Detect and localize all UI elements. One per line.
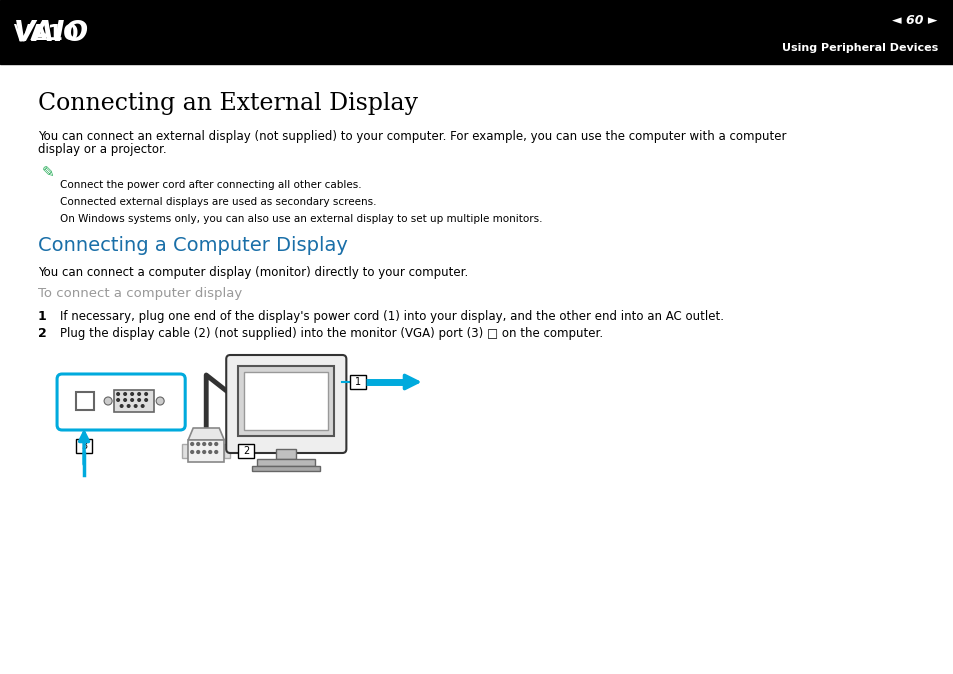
- Circle shape: [196, 443, 199, 446]
- Bar: [252, 466, 320, 471]
- Text: 2: 2: [38, 327, 47, 340]
- Text: Connecting a Computer Display: Connecting a Computer Display: [38, 236, 348, 255]
- Bar: [224, 444, 230, 458]
- Bar: [244, 372, 328, 430]
- Bar: [76, 439, 92, 453]
- Circle shape: [203, 451, 206, 454]
- Text: \/Δ10: \/Δ10: [14, 24, 78, 43]
- Bar: [257, 459, 315, 466]
- Bar: [238, 366, 334, 436]
- Circle shape: [124, 399, 127, 401]
- Circle shape: [209, 443, 212, 446]
- Circle shape: [191, 443, 193, 446]
- Bar: [238, 444, 254, 458]
- Circle shape: [214, 443, 217, 446]
- Circle shape: [137, 399, 140, 401]
- Circle shape: [196, 451, 199, 454]
- Circle shape: [137, 393, 140, 395]
- Text: VAIO: VAIO: [14, 20, 89, 47]
- FancyBboxPatch shape: [226, 355, 346, 453]
- Text: ◄ 60 ►: ◄ 60 ►: [892, 14, 937, 27]
- Circle shape: [120, 404, 123, 407]
- Circle shape: [116, 399, 119, 401]
- Text: Connect the power cord after connecting all other cables.: Connect the power cord after connecting …: [60, 180, 361, 190]
- Text: You can connect a computer display (monitor) directly to your computer.: You can connect a computer display (moni…: [38, 266, 468, 279]
- Bar: [350, 375, 366, 389]
- Text: 2: 2: [243, 446, 249, 456]
- Circle shape: [131, 399, 133, 401]
- Text: You can connect an external display (not supplied) to your computer. For example: You can connect an external display (not…: [38, 130, 785, 143]
- Bar: [276, 449, 296, 459]
- Text: Connected external displays are used as secondary screens.: Connected external displays are used as …: [60, 197, 376, 207]
- Circle shape: [203, 443, 206, 446]
- Circle shape: [209, 451, 212, 454]
- Bar: [182, 444, 188, 458]
- Circle shape: [134, 404, 137, 407]
- Circle shape: [145, 399, 148, 401]
- Text: Connecting an External Display: Connecting an External Display: [38, 92, 417, 115]
- Circle shape: [214, 451, 217, 454]
- Circle shape: [156, 397, 164, 405]
- Text: display or a projector.: display or a projector.: [38, 143, 167, 156]
- Circle shape: [127, 404, 130, 407]
- Bar: [114, 390, 154, 412]
- Text: ✎: ✎: [42, 165, 54, 180]
- Bar: [76, 392, 94, 410]
- Text: Using Peripheral Devices: Using Peripheral Devices: [781, 43, 937, 53]
- Circle shape: [131, 393, 133, 395]
- Text: 1: 1: [355, 377, 361, 387]
- FancyBboxPatch shape: [57, 374, 185, 430]
- Text: To connect a computer display: To connect a computer display: [38, 287, 242, 300]
- Bar: [0, 0, 953, 64]
- Text: On Windows systems only, you can also use an external display to set up multiple: On Windows systems only, you can also us…: [60, 214, 542, 224]
- Text: 3: 3: [81, 441, 87, 451]
- Circle shape: [145, 393, 148, 395]
- Circle shape: [141, 404, 144, 407]
- Circle shape: [124, 393, 127, 395]
- Circle shape: [116, 393, 119, 395]
- Text: 1: 1: [38, 310, 47, 323]
- Polygon shape: [188, 428, 224, 440]
- Bar: [188, 440, 224, 462]
- Circle shape: [191, 451, 193, 454]
- Text: Plug the display cable (2) (not supplied) into the monitor (VGA) port (3) □ on t: Plug the display cable (2) (not supplied…: [60, 327, 602, 340]
- Circle shape: [104, 397, 112, 405]
- Text: If necessary, plug one end of the display's power cord (1) into your display, an: If necessary, plug one end of the displa…: [60, 310, 723, 323]
